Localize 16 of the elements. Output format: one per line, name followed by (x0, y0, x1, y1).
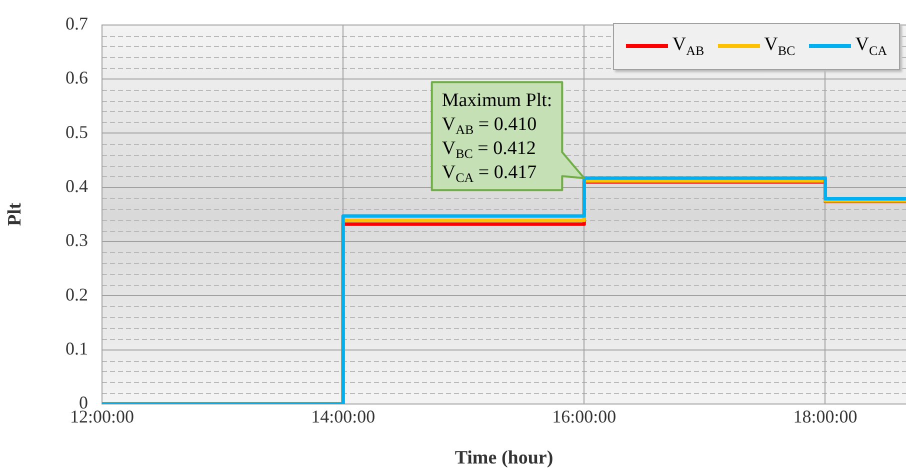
x-axis-title: Time (hour) (454, 448, 554, 469)
y-tick-label: 0.5 (66, 122, 88, 142)
legend-label: V$_{BC}$ (764, 34, 796, 59)
legend-label: V$_{AB}$ (672, 34, 704, 59)
x-tick-label: 18:00:00 (793, 406, 858, 427)
y-axis-title: Plt (4, 202, 26, 226)
y-tick-label: 0.1 (66, 338, 88, 359)
legend-label: V$_{CA}$ (855, 34, 887, 59)
y-tick-label: 0.3 (66, 230, 88, 250)
x-tick-label: 16:00:00 (552, 406, 616, 427)
x-tick-label: 14:00:00 (311, 406, 376, 427)
annotation: Maximum Plt: (442, 90, 552, 112)
y-tick-label: 0.7 (66, 14, 88, 34)
y-tick-label: 0.6 (66, 68, 88, 88)
y-tick-label: 0.4 (66, 176, 88, 196)
y-tick-label: 0.2 (66, 284, 88, 304)
